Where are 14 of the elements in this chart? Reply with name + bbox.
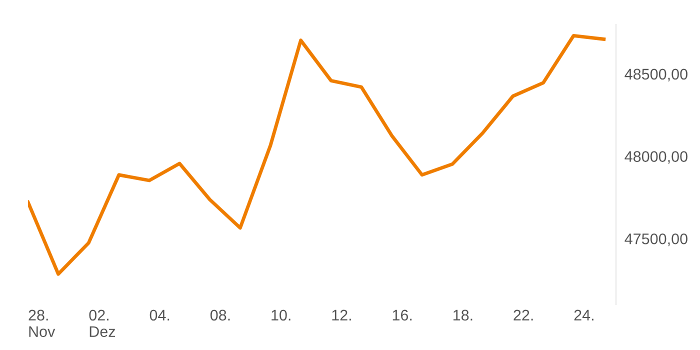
line-series (28, 34, 606, 276)
x-tick-label: 22. (514, 310, 533, 320)
x-tick-label: 10. (272, 310, 290, 321)
x-tick-label: 16. (392, 310, 412, 321)
y-tick-label: 47500,00 (624, 233, 688, 246)
x-tick-label: 18. (453, 310, 472, 321)
y-tick-label: 48500,00 (624, 68, 688, 82)
x-tick-label: 28. Nov (28, 310, 56, 338)
y-tick-label: 48000,00 (624, 151, 688, 164)
x-tick-label: 04. (150, 310, 170, 321)
x-tick-label: 08. (210, 310, 230, 321)
x-tick-label: 12. (332, 310, 351, 320)
x-tick-label: 02. Dez (89, 310, 116, 338)
x-tick-label: 24. (574, 310, 594, 320)
